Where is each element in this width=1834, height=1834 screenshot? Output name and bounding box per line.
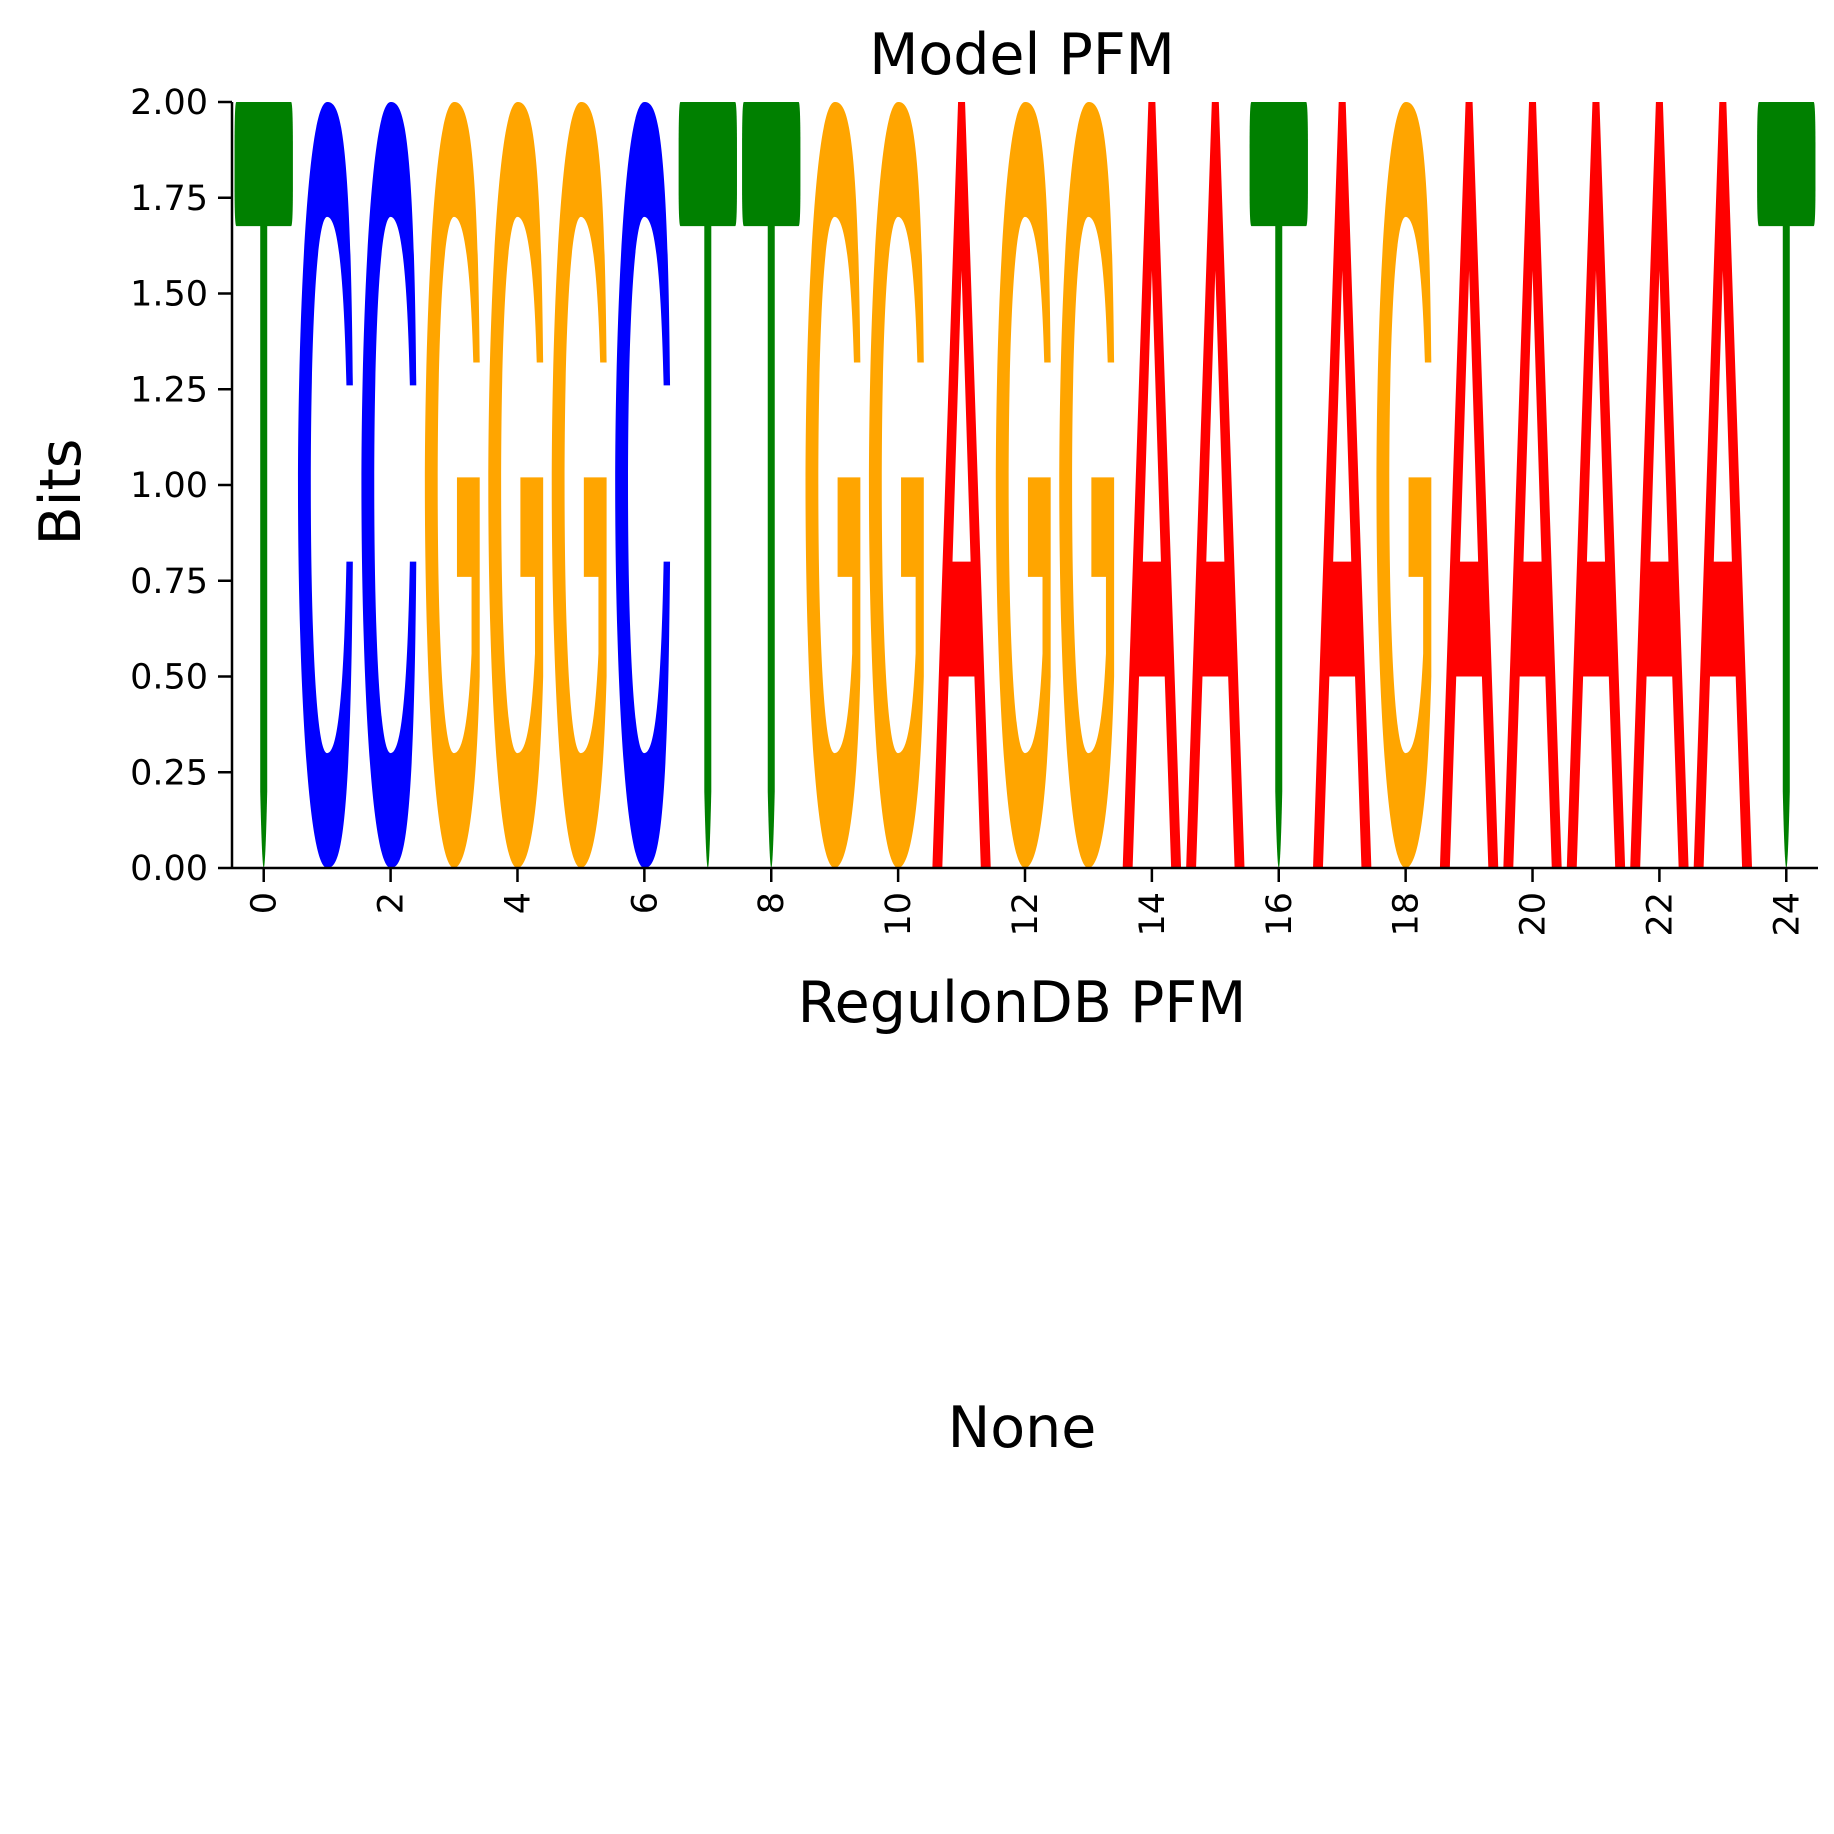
letter-glyph bbox=[1313, 102, 1372, 868]
y-tick-label: 1.75 bbox=[130, 179, 208, 219]
logo-letter-C-pos-2 bbox=[361, 102, 417, 868]
logo-letter-G-pos-5 bbox=[551, 102, 607, 868]
logo-letter-G-pos-12 bbox=[995, 102, 1051, 868]
letter-glyph bbox=[1693, 102, 1753, 868]
letter-glyph bbox=[297, 102, 353, 868]
letter-glyph bbox=[704, 216, 712, 868]
logo-letter-A-pos-11 bbox=[932, 102, 991, 868]
letter-glyph bbox=[615, 102, 671, 868]
x-tick-label: 8 bbox=[752, 892, 792, 914]
x-tick-label: 22 bbox=[1640, 892, 1680, 937]
y-tick-label: 2.00 bbox=[130, 83, 208, 123]
letter-glyph bbox=[1439, 102, 1499, 868]
y-tick-label: 0.50 bbox=[130, 658, 208, 698]
letter-glyph bbox=[1275, 216, 1283, 868]
x-tick-label: 2 bbox=[372, 892, 412, 914]
logo-letter-T-pos-16 bbox=[1249, 102, 1308, 868]
logo-letter-A-pos-17 bbox=[1313, 102, 1372, 868]
letter-glyph bbox=[1782, 216, 1790, 868]
x-tick-label: 6 bbox=[625, 892, 665, 914]
letter-glyph bbox=[1122, 102, 1182, 868]
logo-letter-A-pos-22 bbox=[1630, 102, 1689, 868]
logo-letter-A-pos-15 bbox=[1186, 102, 1245, 868]
letter-glyph bbox=[678, 102, 737, 227]
letter-glyph bbox=[551, 102, 607, 868]
letter-glyph bbox=[234, 102, 293, 227]
letter-glyph bbox=[767, 216, 775, 868]
x-tick-label: 20 bbox=[1514, 892, 1554, 937]
x-tick-label: 10 bbox=[879, 892, 919, 937]
logo-letter-C-pos-6 bbox=[615, 102, 671, 868]
y-tick-label: 1.00 bbox=[130, 466, 208, 506]
letter-glyph bbox=[805, 102, 861, 868]
x-tick-label: 24 bbox=[1767, 892, 1807, 937]
logo-letter-G-pos-10 bbox=[868, 102, 924, 868]
letter-glyph bbox=[1186, 102, 1245, 868]
letter-glyph bbox=[868, 102, 924, 868]
y-tick-label: 1.25 bbox=[130, 370, 208, 410]
logo-letter-G-pos-9 bbox=[805, 102, 861, 868]
y-tick-label: 1.50 bbox=[130, 275, 208, 315]
x-tick-label: 18 bbox=[1387, 892, 1427, 937]
logo-letter-G-pos-13 bbox=[1059, 102, 1115, 868]
y-tick-label: 0.00 bbox=[130, 849, 208, 889]
letter-glyph bbox=[1249, 102, 1308, 227]
logo-letters bbox=[234, 102, 1816, 868]
letter-glyph bbox=[742, 102, 801, 227]
x-tick-label: 14 bbox=[1133, 892, 1173, 937]
logo-letter-G-pos-3 bbox=[424, 102, 480, 868]
logo-letter-A-pos-21 bbox=[1566, 102, 1626, 868]
logo-letter-A-pos-19 bbox=[1439, 102, 1499, 868]
logo-letter-A-pos-14 bbox=[1122, 102, 1182, 868]
letter-glyph bbox=[361, 102, 417, 868]
logo-letter-G-pos-18 bbox=[1376, 102, 1432, 868]
letter-glyph bbox=[1630, 102, 1689, 868]
x-tick-label: 4 bbox=[498, 892, 538, 914]
x-tick-label: 16 bbox=[1260, 892, 1300, 937]
letter-glyph bbox=[932, 102, 991, 868]
x-axis-title: RegulonDB PFM bbox=[798, 970, 1247, 1036]
chart-title: Model PFM bbox=[869, 22, 1175, 88]
letter-glyph bbox=[1566, 102, 1626, 868]
letter-glyph bbox=[995, 102, 1051, 868]
logo-letter-A-pos-23 bbox=[1693, 102, 1753, 868]
y-axis-title: Bits bbox=[28, 439, 94, 546]
logo-letter-T-pos-8 bbox=[742, 102, 801, 868]
letter-glyph bbox=[424, 102, 480, 868]
logo-letter-T-pos-7 bbox=[678, 102, 737, 868]
x-tick-label: 12 bbox=[1006, 892, 1046, 937]
y-tick-label: 0.75 bbox=[130, 562, 208, 602]
logo-letter-T-pos-24 bbox=[1757, 102, 1816, 868]
letter-glyph bbox=[260, 216, 268, 868]
logo-letter-G-pos-4 bbox=[488, 102, 544, 868]
letter-glyph bbox=[1503, 102, 1562, 868]
y-tick-label: 0.25 bbox=[130, 753, 208, 793]
x-ticks: 0 2 4 6 8 10 12 14 16 18 20 22 24 bbox=[245, 868, 1807, 937]
letter-glyph bbox=[1376, 102, 1432, 868]
letter-glyph bbox=[1059, 102, 1115, 868]
x-tick-label: 0 bbox=[245, 892, 285, 914]
logo-letter-C-pos-1 bbox=[297, 102, 353, 868]
letter-glyph bbox=[1757, 102, 1816, 227]
y-ticks: 0.00 0.25 0.50 0.75 1.00 1.25 1.50 1.75 2.00 bbox=[130, 83, 232, 889]
lower-panel-text: None bbox=[948, 1395, 1097, 1461]
letter-glyph bbox=[488, 102, 544, 868]
logo-letter-T-pos-0 bbox=[234, 102, 293, 868]
logo-letter-A-pos-20 bbox=[1503, 102, 1562, 868]
